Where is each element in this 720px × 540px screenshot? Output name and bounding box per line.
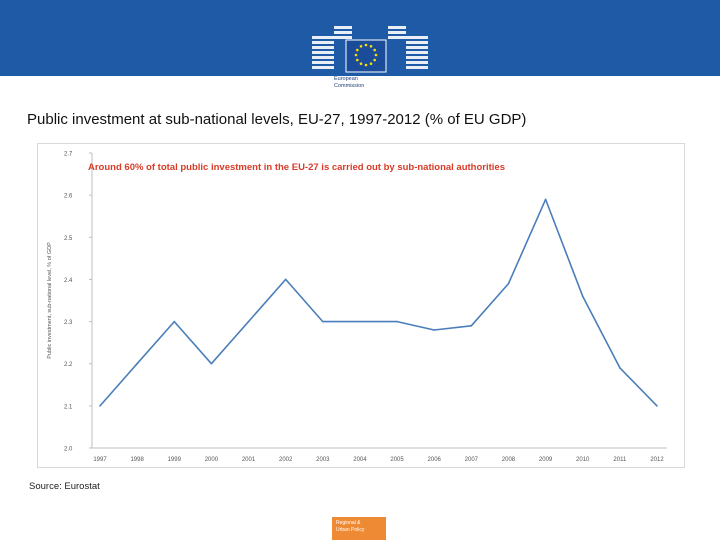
source-note: Source: Eurostat	[29, 481, 100, 492]
x-tick-label: 2000	[205, 457, 219, 463]
y-tick-label: 2.7	[64, 152, 73, 158]
data-point	[470, 324, 473, 327]
x-tick-label: 2007	[465, 457, 479, 463]
x-tick-label: 2001	[242, 457, 256, 463]
x-tick-label: 2008	[502, 457, 516, 463]
data-point	[136, 362, 138, 365]
badge-line-1: Regional &	[336, 520, 361, 526]
y-tick-label: 2.1	[64, 404, 73, 410]
logo-line-1: European	[334, 76, 358, 82]
regional-urban-policy-badge: Regional & Urban Policy	[332, 517, 386, 540]
line-chart: 2.0 2.1 2.2 2.3 2.4 2.5 2.6 2.7 1997 1998 1999 2000…	[47, 152, 667, 463]
data-point	[507, 282, 510, 285]
slide-title: Public investment at sub-national levels…	[27, 111, 527, 128]
data-point	[173, 320, 176, 323]
chart-frame: 2.0 2.1 2.2 2.3 2.4 2.5 2.6 2.7 1997 1998 1999 2000…	[37, 143, 685, 468]
data-point	[433, 329, 436, 331]
x-tick-label: 1997	[93, 457, 107, 463]
y-tick-label: 2.5	[64, 236, 73, 242]
data-point	[359, 320, 361, 323]
data-point	[322, 320, 324, 323]
data-point	[396, 320, 398, 323]
x-tick-label: 2006	[428, 457, 442, 463]
x-tick-label: 1998	[130, 457, 144, 463]
chart-annotation: Around 60% of total public investment in…	[88, 162, 505, 173]
y-tick-label: 2.3	[64, 320, 73, 326]
data-point	[284, 278, 287, 281]
series-line	[99, 198, 658, 407]
data-point	[619, 367, 621, 369]
y-tick-label: 2.0	[64, 447, 73, 453]
x-tick-label: 2011	[613, 457, 627, 463]
x-tick-label: 2012	[650, 457, 664, 463]
y-axis-label: Public investment, sub-national level, %…	[47, 242, 53, 359]
x-tick-label: 2010	[576, 457, 590, 463]
data-point	[544, 198, 547, 201]
logo-text: European Commission	[334, 76, 364, 90]
logo-line-2: Commission	[334, 83, 365, 89]
data-point	[581, 295, 584, 298]
x-tick-label: 2005	[390, 457, 404, 463]
y-tick-label: 2.6	[64, 194, 73, 200]
data-point	[247, 320, 250, 323]
data-point	[99, 405, 101, 407]
x-tick-label: 2004	[353, 457, 367, 463]
data-point	[656, 405, 658, 407]
x-tick-label: 1999	[168, 457, 182, 463]
x-tick-label: 2003	[316, 457, 330, 463]
european-commission-logo-icon	[310, 26, 430, 96]
y-tick-label: 2.4	[64, 278, 73, 284]
y-tick-label: 2.2	[64, 362, 73, 368]
x-tick-label: 2002	[279, 457, 293, 463]
data-point	[210, 362, 213, 365]
badge-line-2: Urban Policy	[336, 527, 365, 533]
x-tick-label: 2009	[539, 457, 553, 463]
